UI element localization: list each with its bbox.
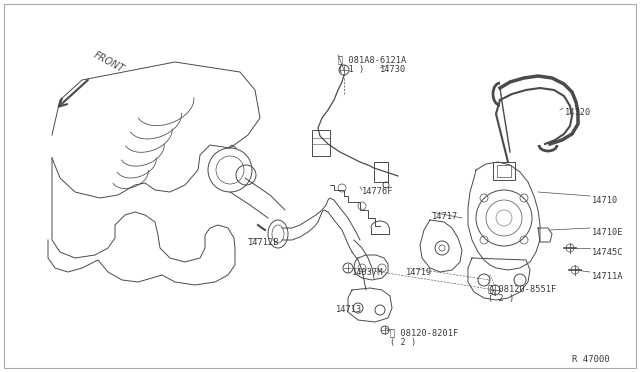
Text: 14713: 14713 [336,305,362,314]
Text: 14712B: 14712B [248,238,280,247]
Text: 14711A: 14711A [592,272,623,281]
Text: 14710: 14710 [592,196,618,205]
Bar [374,162,388,182]
Text: Ⓑ 08120-8551F
( 2 ): Ⓑ 08120-8551F ( 2 ) [488,284,556,304]
Bar [497,165,511,177]
Text: R 47000: R 47000 [572,355,610,364]
Text: 14037M: 14037M [352,268,383,277]
Text: 14776F: 14776F [362,187,394,196]
Text: Ⓑ 08120-8201F
( 2 ): Ⓑ 08120-8201F ( 2 ) [390,328,458,347]
Text: FRONT: FRONT [92,49,126,74]
Text: 14120: 14120 [565,108,591,117]
Text: 14710E: 14710E [592,228,623,237]
Text: 14730: 14730 [380,65,406,74]
Bar [493,162,515,180]
Bar [312,130,330,156]
Text: 14719: 14719 [406,268,432,277]
Text: 14745C: 14745C [592,248,623,257]
Text: Ⓑ 081A8-6121A
( 1 ): Ⓑ 081A8-6121A ( 1 ) [338,55,406,74]
Text: 14717: 14717 [432,212,458,221]
